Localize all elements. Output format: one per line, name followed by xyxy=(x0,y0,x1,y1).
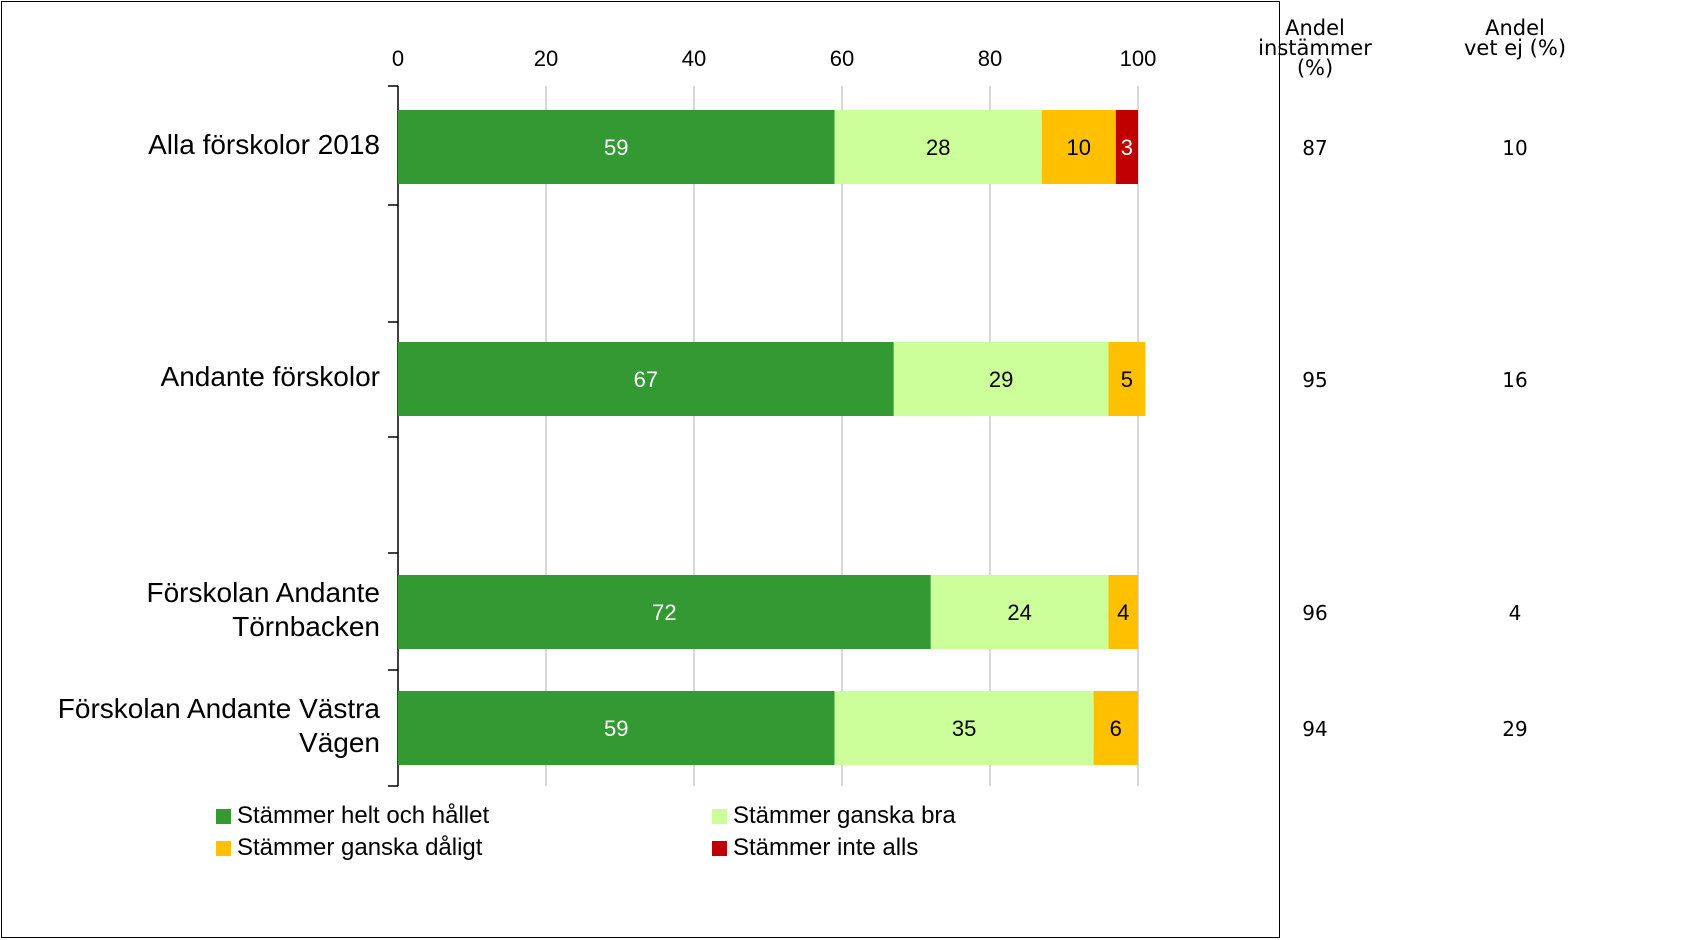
legend-item: Stämmer helt och hållet xyxy=(216,802,489,830)
legend-label: Stämmer helt och hållet xyxy=(237,802,490,829)
bar-segment xyxy=(1108,575,1138,649)
side-table-cell: 96 xyxy=(1302,601,1328,625)
bar-segment xyxy=(1108,342,1146,416)
bar-value-label: 3 xyxy=(1121,135,1133,160)
category-label: Förskolan Andante Törnbacken xyxy=(146,577,381,642)
legend-label: Stämmer ganska bra xyxy=(733,802,956,829)
bar-segment xyxy=(1115,110,1138,184)
bar-value-label: 29 xyxy=(989,367,1013,392)
x-tick-label: 0 xyxy=(392,46,404,71)
side-table-cell: 10 xyxy=(1502,136,1528,160)
bar-value-label: 67 xyxy=(634,367,658,392)
category-label: Andante förskolor xyxy=(160,361,380,392)
legend-item: Stämmer ganska bra xyxy=(712,802,956,830)
bar-segment xyxy=(398,575,931,649)
bar-value-label: 24 xyxy=(1007,600,1031,625)
side-table-header: Andel instämmer (%) xyxy=(1258,16,1372,80)
bar-value-label: 10 xyxy=(1067,135,1091,160)
legend-swatch xyxy=(712,840,727,856)
side-table-cell: 29 xyxy=(1502,717,1528,741)
bar-value-label: 59 xyxy=(604,716,628,741)
side-table-cell: 94 xyxy=(1302,717,1328,741)
bar-segment xyxy=(930,575,1109,649)
bar-value-label: 28 xyxy=(926,135,950,160)
bar-value-label: 35 xyxy=(952,716,976,741)
bar-segment xyxy=(1093,691,1138,765)
legend-swatch xyxy=(216,840,231,856)
side-table-header: Andel vet ej (%) xyxy=(1463,16,1567,60)
side-table-cell: 4 xyxy=(1508,601,1522,625)
bar-segment xyxy=(834,110,1042,184)
bar-segment xyxy=(398,342,894,416)
legend-label: Stämmer inte alls xyxy=(733,834,919,861)
bar-value-label: 59 xyxy=(604,135,628,160)
bar-segment xyxy=(398,691,835,765)
side-table-cell: 87 xyxy=(1302,136,1328,160)
bar-segment xyxy=(834,691,1094,765)
bar-value-label: 6 xyxy=(1110,716,1122,741)
legend-item: Stämmer inte alls xyxy=(712,834,918,862)
bar-segment xyxy=(398,110,835,184)
x-tick-label: 100 xyxy=(1120,46,1157,71)
chart-frame xyxy=(1,1,1280,938)
x-tick-label: 80 xyxy=(978,46,1002,71)
bar-value-label: 72 xyxy=(652,600,676,625)
x-tick-label: 20 xyxy=(534,46,558,71)
legend-swatch xyxy=(216,808,231,824)
side-table-cell: 95 xyxy=(1302,368,1328,392)
legend-item: Stämmer ganska dåligt xyxy=(216,834,482,862)
legend-label: Stämmer ganska dåligt xyxy=(237,834,483,861)
legend-swatch xyxy=(712,808,727,824)
x-tick-label: 60 xyxy=(830,46,854,71)
side-table-cell: 16 xyxy=(1502,368,1528,392)
category-label: Förskolan Andante Västra Vägen xyxy=(57,693,380,758)
bar-value-label: 5 xyxy=(1121,367,1133,392)
bar-segment xyxy=(1041,110,1116,184)
bar-segment xyxy=(893,342,1109,416)
bar-value-label: 4 xyxy=(1117,600,1129,625)
x-tick-label: 40 xyxy=(682,46,706,71)
category-label: Alla förskolor 2018 xyxy=(148,129,380,160)
